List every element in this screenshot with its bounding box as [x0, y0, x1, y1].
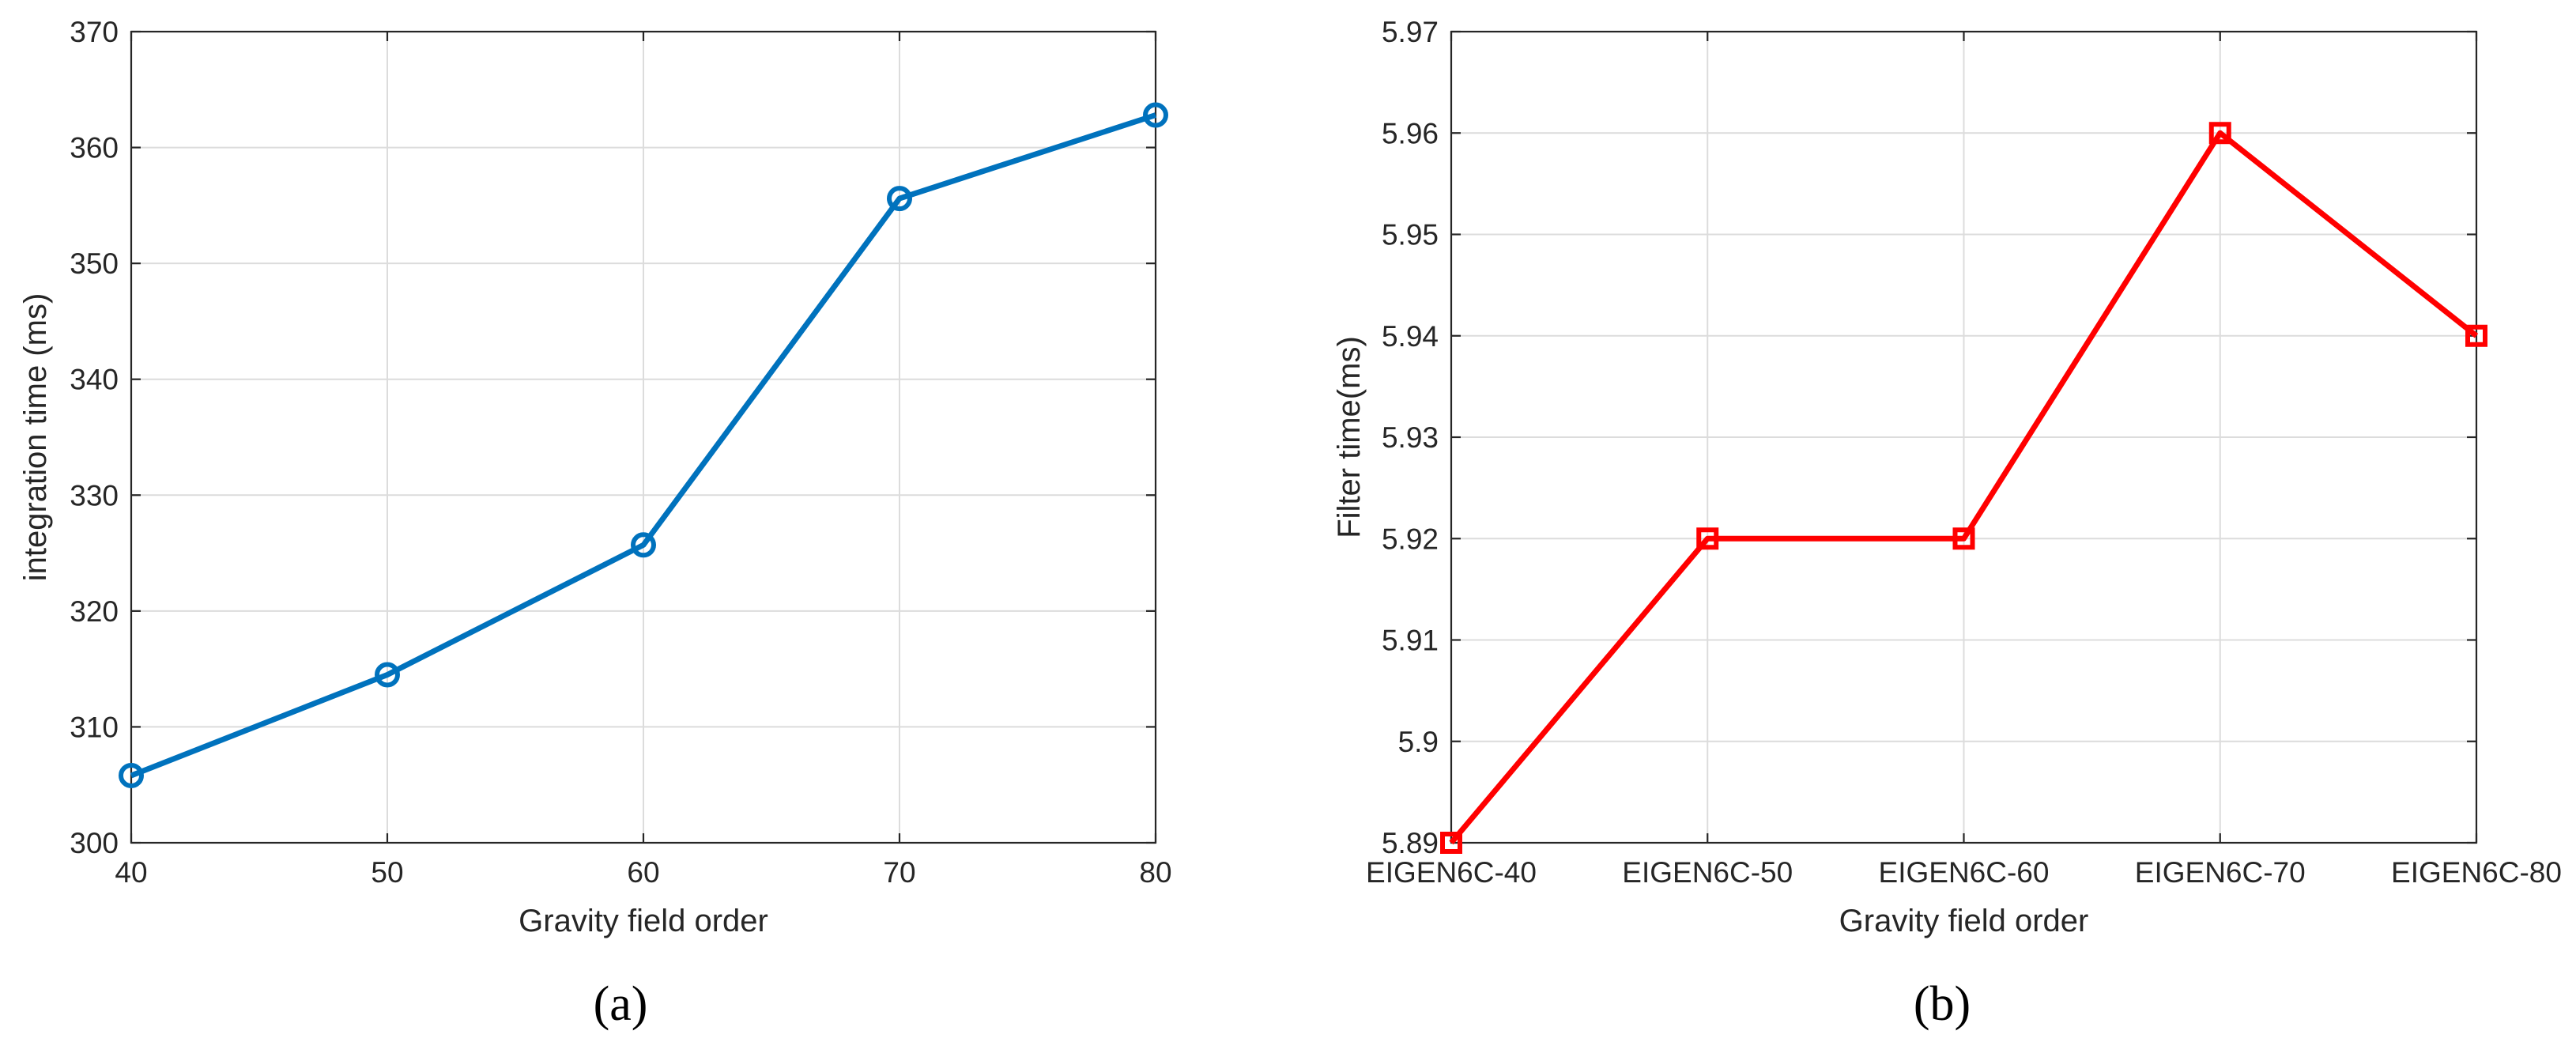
- y-tick-label: 300: [70, 827, 119, 859]
- y-tick-label: 5.89: [1382, 827, 1439, 859]
- x-tick-label: 60: [627, 856, 659, 889]
- series-line: [130, 112, 1157, 779]
- x-tick-label: 50: [371, 856, 403, 889]
- x-tick-label: EIGEN6C-40: [1366, 856, 1537, 889]
- panel-a: 40 50 60 70 80 300 310 320 330 340 350 360 370 Gravit…: [18, 16, 1172, 1031]
- y-axis-label: integration time (ms): [18, 293, 53, 582]
- x-axis-label: Gravity field order: [1839, 904, 2089, 938]
- x-tick-label: 80: [1139, 856, 1171, 889]
- y-tick-label: 5.9: [1398, 726, 1439, 758]
- panel-b: EIGEN6C-40 EIGEN6C-50 EIGEN6C-60 EIGEN6C-70…: [1332, 16, 2562, 1031]
- x-tick-label: EIGEN6C-70: [2135, 856, 2306, 889]
- data-point-marker: [2465, 324, 2487, 347]
- data-point-marker: [1952, 527, 1975, 550]
- data-point-marker: [1696, 527, 1719, 550]
- y-tick-label: 5.96: [1382, 117, 1439, 149]
- data-point-marker: [1143, 102, 1168, 128]
- y-tick-label: 370: [70, 16, 119, 48]
- data-point-marker: [375, 662, 400, 688]
- y-tick-label: 5.91: [1382, 625, 1439, 657]
- data-point-marker: [119, 762, 144, 788]
- x-tick-label: EIGEN6C-50: [1622, 856, 1793, 889]
- y-tick-label: 350: [70, 247, 119, 280]
- data-point-marker: [631, 532, 656, 558]
- y-axis-label: Filter time(ms): [1332, 336, 1367, 538]
- y-tick-label: 320: [70, 595, 119, 628]
- x-tick-label: EIGEN6C-80: [2391, 856, 2562, 889]
- x-tick-label: 70: [883, 856, 915, 889]
- y-tick-label: 5.97: [1382, 16, 1439, 48]
- data-point-marker: [887, 186, 912, 212]
- y-tick-label: 5.92: [1382, 523, 1439, 555]
- y-tick-label: 310: [70, 711, 119, 743]
- y-tick-label: 5.93: [1382, 421, 1439, 454]
- x-axis-label: Gravity field order: [519, 904, 768, 938]
- y-tick-label: 5.95: [1382, 219, 1439, 251]
- panel-label: (a): [594, 977, 648, 1031]
- y-tick-label: 340: [70, 364, 119, 396]
- y-tick-label: 360: [70, 132, 119, 164]
- data-point-marker: [1440, 832, 1462, 854]
- data-point-marker: [2208, 122, 2231, 145]
- panel-label: (b): [1914, 977, 1971, 1031]
- y-tick-label: 330: [70, 479, 119, 512]
- x-tick-label: 40: [115, 856, 147, 889]
- series-line: [1449, 130, 2479, 845]
- x-tick-label: EIGEN6C-60: [1879, 856, 2050, 889]
- y-tick-label: 5.94: [1382, 320, 1439, 353]
